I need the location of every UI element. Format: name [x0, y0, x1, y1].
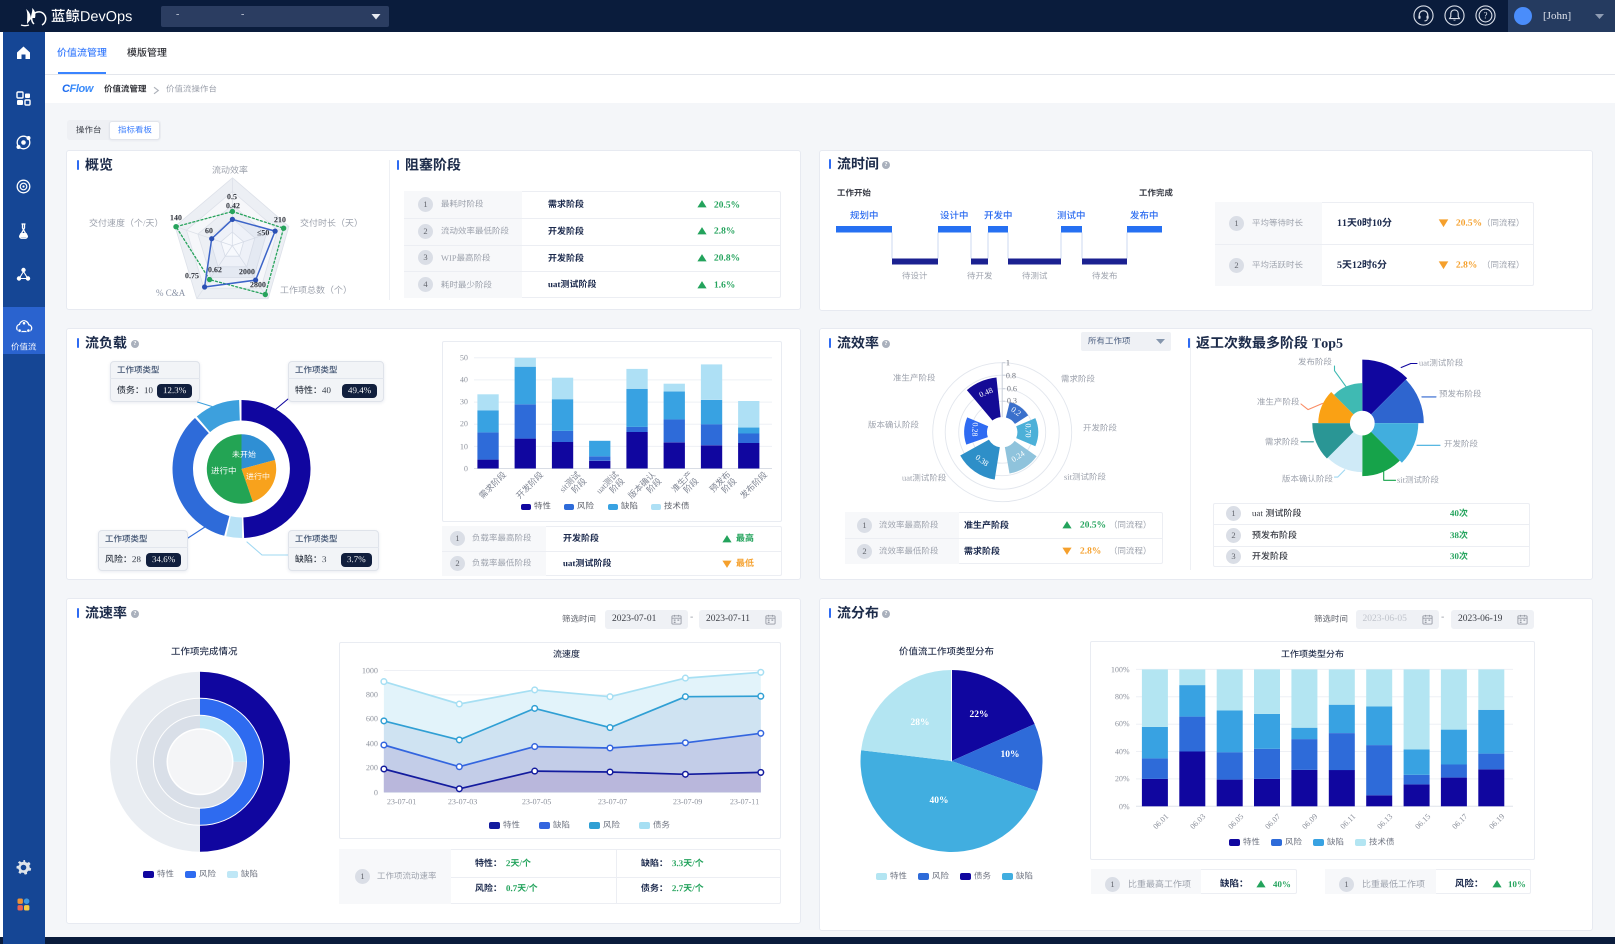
svg-text:?: ? [1483, 11, 1487, 21]
